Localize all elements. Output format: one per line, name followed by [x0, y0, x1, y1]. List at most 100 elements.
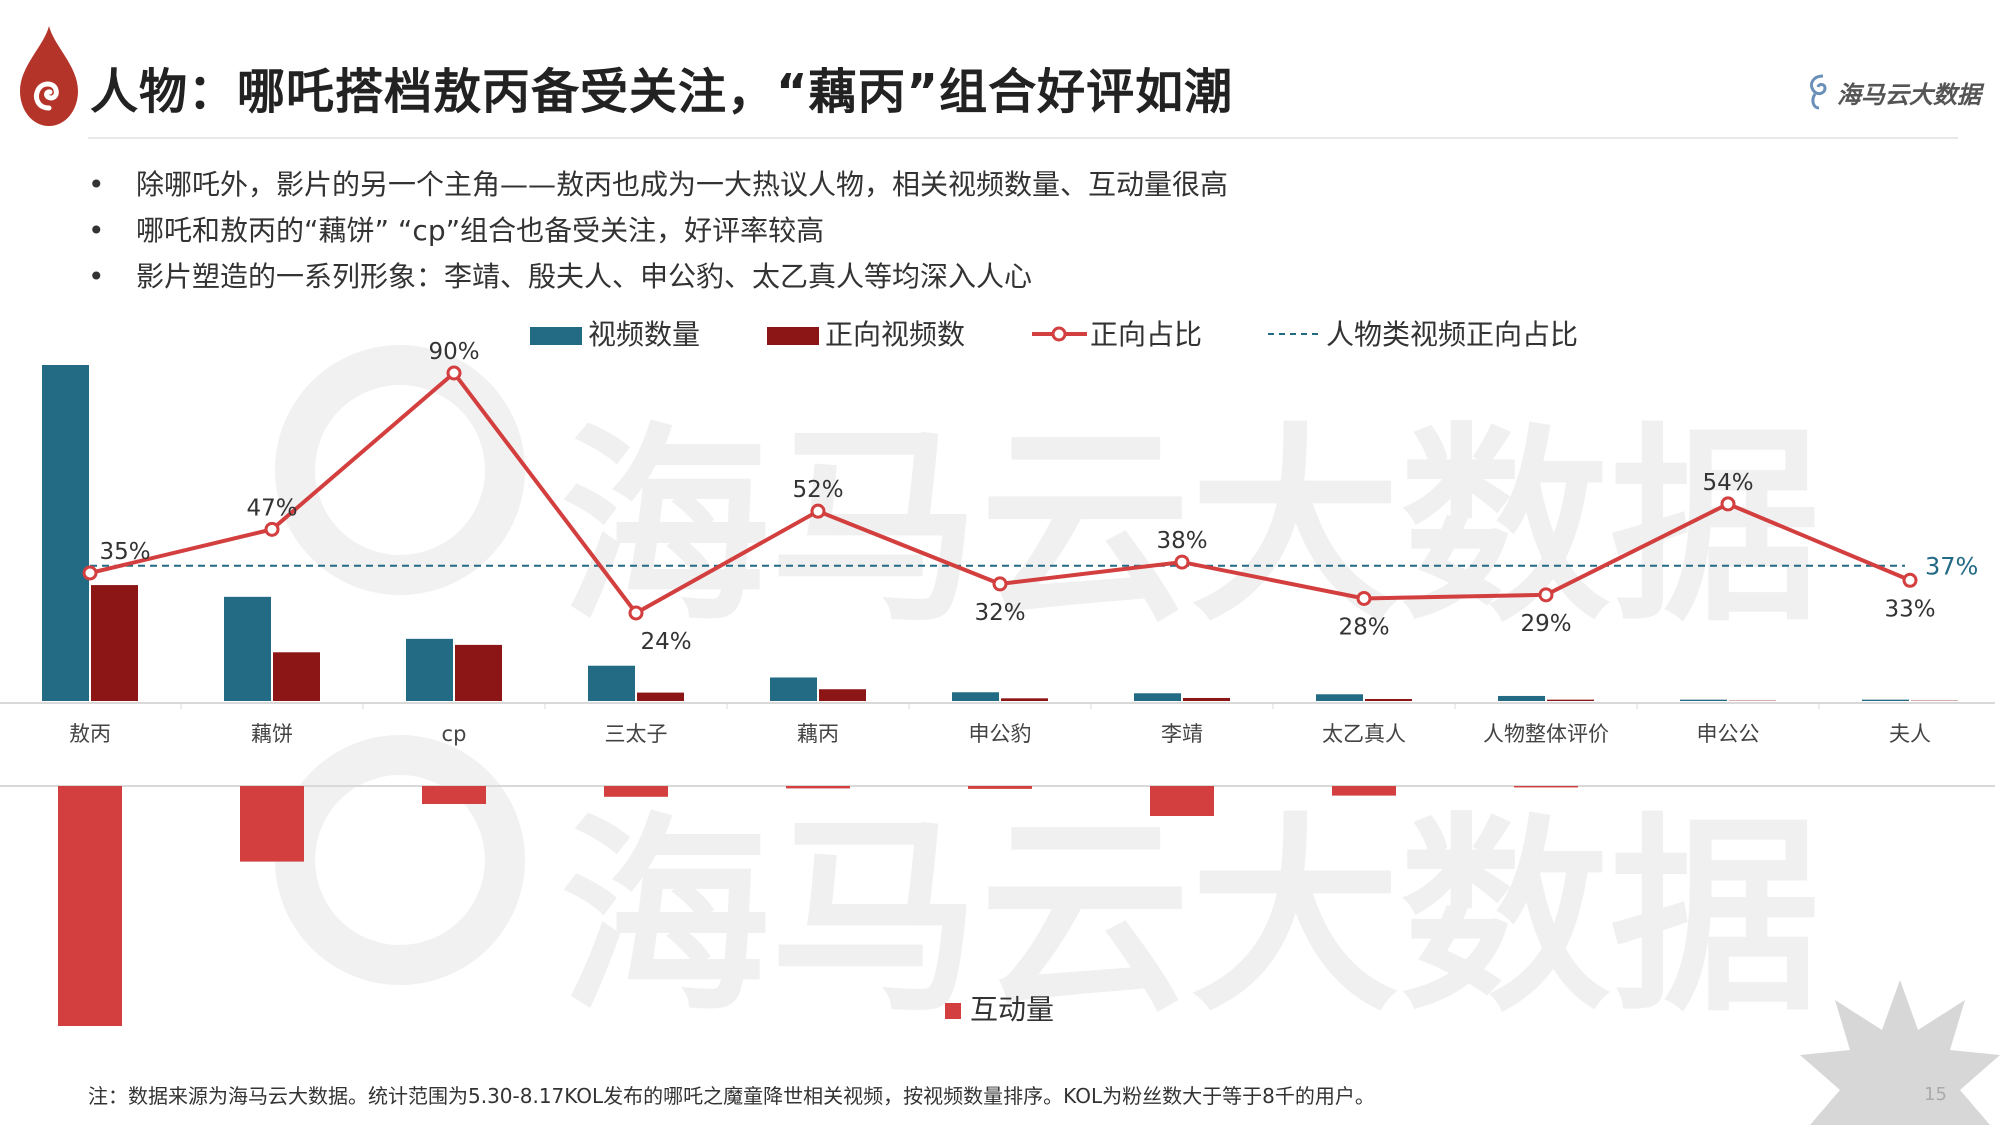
positive-count-bar [1547, 699, 1594, 701]
title-divider [88, 137, 1958, 139]
video-count-bar [224, 596, 271, 701]
brand-flame-icon [20, 26, 78, 126]
interaction-bar [604, 786, 668, 797]
positive-ratio-point [446, 365, 462, 381]
category-label: 申公豹 [969, 722, 1032, 746]
positive-ratio-label: 54% [1702, 470, 1753, 496]
positive-count-bar [637, 692, 684, 701]
bar-series-group: 敖丙 藕饼 cp 三太子 藕丙 申公豹 李靖 太乙真人 人物整体评价 申公公 夫人 [42, 365, 1958, 1026]
positive-count-bar [273, 652, 320, 701]
legend-label: 互动量 [970, 993, 1054, 1026]
positive-ratio-point [1902, 572, 1918, 588]
positive-ratio-point [1174, 554, 1190, 570]
positive-ratio-label: 24% [640, 629, 691, 655]
interaction-bar [968, 786, 1032, 789]
video-count-bar [1134, 693, 1181, 701]
bullet-item: • 影片塑造的一系列形象：李靖、殷夫人、申公豹、太乙真人等均深入人心 [88, 254, 1228, 300]
legend-label: 视频数量 [588, 318, 700, 351]
category-label: 藕饼 [251, 722, 293, 746]
legend-video-count: 视频数量 [530, 318, 700, 351]
positive-ratio-point [810, 503, 826, 519]
legend-interaction: 互动量 [945, 993, 1054, 1026]
category-label: 人物整体评价 [1483, 722, 1609, 746]
category-label: 申公公 [1697, 722, 1760, 746]
bullet-text: 影片塑造的一系列形象：李靖、殷夫人、申公豹、太乙真人等均深入人心 [136, 260, 1033, 293]
video-count-bar [1498, 695, 1545, 701]
positive-count-bar [819, 689, 866, 701]
video-count-bar [42, 365, 89, 701]
positive-count-bar [455, 644, 502, 701]
page-number: 15 [1924, 1084, 1947, 1105]
category-label: 三太子 [605, 722, 668, 746]
interaction-bar [240, 786, 304, 862]
category-label: 夫人 [1889, 722, 1931, 746]
video-count-bar [1316, 694, 1363, 701]
interaction-bar [786, 786, 850, 789]
bullet-item: • 除哪吒外，影片的另一个主角——敖丙也成为一大热议人物，相关视频数量、互动量很高 [88, 162, 1228, 208]
legend-swatch [945, 1003, 961, 1019]
legend-positive-ratio: 正向占比 [1032, 318, 1202, 351]
interaction-bar [1332, 786, 1396, 796]
positive-ratio-label: 35% [99, 539, 150, 565]
bullet-dot: • [88, 260, 105, 293]
positive-ratio-point [992, 576, 1008, 592]
category-label: cp [442, 722, 467, 746]
page-title: 人物：哪吒搭档敖丙备受关注，“藕丙”组合好评如潮 [90, 64, 1234, 120]
video-count-bar [770, 677, 817, 701]
bullet-text: 哪吒和敖丙的“藕饼” “cp”组合也备受关注，好评率较高 [136, 214, 825, 247]
bullet-dot: • [88, 214, 105, 247]
lotus-decoration [1800, 980, 2000, 1125]
category-label: 敖丙 [69, 722, 111, 746]
positive-count-bar [91, 585, 138, 701]
title-bar: 人物：哪吒搭档敖丙备受关注，“藕丙”组合好评如潮 海马云大数据 [0, 0, 2000, 140]
interaction-bar [1514, 786, 1578, 788]
video-count-bar [406, 638, 453, 701]
interaction-bar [58, 786, 122, 1026]
category-label: 李靖 [1161, 722, 1203, 746]
positive-count-bar [1365, 698, 1412, 701]
positive-ratio-point [82, 565, 98, 581]
legend-marker-swatch [1051, 326, 1067, 342]
footnote: 注：数据来源为海马云大数据。统计范围为5.30-8.17KOL发布的哪吒之魔童降… [88, 1084, 1375, 1108]
bullet-dot: • [88, 168, 105, 201]
positive-ratio-label: 33% [1884, 596, 1935, 622]
video-count-bar [1862, 699, 1909, 701]
logo-text: 海马云大数据 [1837, 80, 1981, 109]
legend-positive-count: 正向视频数 [767, 318, 965, 351]
chart-legend: 视频数量 正向视频数 正向占比 人物类视频正向占比 [530, 318, 1578, 351]
legend-label: 人物类视频正向占比 [1326, 318, 1578, 351]
positive-ratio-label: 52% [792, 477, 843, 503]
video-count-bar [1680, 699, 1727, 701]
positive-ratio-label: 32% [974, 600, 1025, 626]
legend-swatch [530, 327, 582, 345]
positive-ratio-label: 90% [428, 339, 479, 365]
positive-ratio-point [1538, 587, 1554, 603]
video-count-bar [952, 692, 999, 701]
legend-swatch [767, 327, 819, 345]
legend-label: 正向视频数 [825, 318, 965, 351]
interaction-bar [422, 786, 486, 804]
bullet-text: 除哪吒外，影片的另一个主角——敖丙也成为一大热议人物，相关视频数量、互动量很高 [136, 168, 1229, 201]
bullet-item: • 哪吒和敖丙的“藕饼” “cp”组合也备受关注，好评率较高 [88, 208, 1228, 254]
positive-ratio-label: 38% [1156, 528, 1207, 554]
category-label: 藕丙 [797, 722, 839, 746]
positive-ratio-point [1356, 590, 1372, 606]
positive-count-bar [1183, 697, 1230, 701]
video-count-bar [588, 665, 635, 701]
positive-ratio-label: 28% [1338, 614, 1389, 640]
positive-ratio-point [264, 521, 280, 537]
positive-ratio-point [1720, 496, 1736, 512]
category-label: 太乙真人 [1322, 722, 1406, 746]
seahorse-logo-icon [1809, 74, 1827, 110]
interaction-bar [1150, 786, 1214, 816]
positive-ratio-label: 47% [246, 495, 297, 521]
positive-ratio-point [628, 605, 644, 621]
positive-count-bar [1001, 698, 1048, 701]
brand-logo: 海马云大数据 [1805, 72, 1981, 112]
reference-label: 37% [1925, 553, 1978, 581]
legend-reference-ratio: 人物类视频正向占比 [1268, 318, 1578, 351]
positive-ratio-label: 29% [1520, 611, 1571, 637]
bullet-list: • 除哪吒外，影片的另一个主角——敖丙也成为一大热议人物，相关视频数量、互动量很高… [88, 162, 1228, 300]
legend-label: 正向占比 [1090, 318, 1202, 351]
